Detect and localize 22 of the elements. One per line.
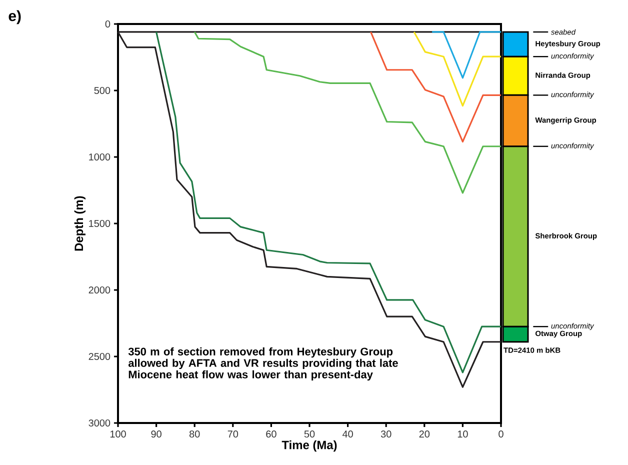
x-tick-label: 80 bbox=[189, 430, 200, 438]
y-tick-label: 2000 bbox=[88, 286, 110, 294]
y-axis-title: Depth (m) bbox=[74, 196, 86, 251]
y-tick-label: 1500 bbox=[89, 220, 110, 228]
y-tick-label: 1000 bbox=[89, 153, 110, 161]
x-tick-label: 90 bbox=[151, 430, 162, 438]
x-tick-label: 0 bbox=[498, 430, 504, 438]
x-tick-label: 10 bbox=[458, 430, 468, 438]
x-tick-label: 70 bbox=[228, 430, 238, 438]
annotation: 350 m of section removed from Heytesbury Group allowed by AFTA and VR results providing that late Miocene heat flow was lower than present-day bbox=[128, 347, 398, 381]
chart-title: e) bbox=[8, 10, 21, 24]
x-tick-label: 20 bbox=[419, 430, 430, 438]
x-tick-label: 60 bbox=[266, 430, 276, 438]
x-tick-label: 30 bbox=[380, 430, 392, 438]
y-tick-label: 2500 bbox=[88, 352, 110, 360]
y-tick-label: 0 bbox=[105, 20, 110, 28]
x-tick-label: 40 bbox=[342, 430, 353, 438]
x-tick-label: 100 bbox=[110, 430, 126, 438]
y-tick-label: 3000 bbox=[88, 419, 110, 427]
y-tick-label: 500 bbox=[94, 86, 110, 94]
x-tick-label: 50 bbox=[304, 430, 315, 438]
x-axis-title: Time (Ma) bbox=[282, 440, 337, 452]
